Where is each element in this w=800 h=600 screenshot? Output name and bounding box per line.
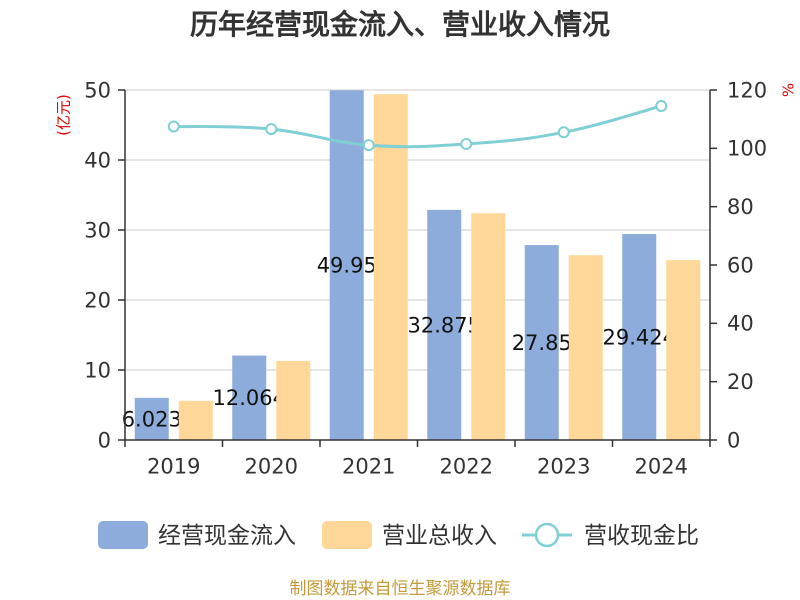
cash-inflow-bar-2019 <box>134 397 169 440</box>
legend-swatch-cash-inflow <box>98 521 148 549</box>
cash-revenue-ratio-point-2023 <box>557 126 570 139</box>
y-left-axis-name: (亿元) <box>54 94 72 136</box>
cash-inflow-bar-2020 <box>232 355 267 440</box>
y-right-tick-label: 0 <box>727 428 740 452</box>
y-left-tick-label: 20 <box>84 288 111 312</box>
revenue-bar-2021 <box>373 94 408 440</box>
revenue-bar-2024 <box>666 260 701 440</box>
y-right-tick-label: 20 <box>727 370 754 394</box>
cash-inflow-value-label-2021: 49.95 <box>317 254 377 278</box>
axes: 0 10 20 30 40 50 0 20 40 60 80 100 120 2019 2020 2021 20… <box>84 78 767 478</box>
y-right-tick-label: 100 <box>727 137 767 161</box>
y-left-tick-label: 0 <box>98 428 111 452</box>
cash-inflow-bar-2024 <box>622 234 657 440</box>
cash-inflow-bars <box>134 90 657 440</box>
legend-label-cash-inflow: 经营现金流入 <box>158 523 296 549</box>
plot-area: 6.023 12.064 49.95 32.875 27.85 29.424 0 10 20 30… <box>84 78 767 478</box>
cash-inflow-bar-2022 <box>427 209 462 440</box>
x-tick-label-2022: 2022 <box>440 454 493 478</box>
cash-revenue-ratio-point-2019 <box>167 120 180 133</box>
x-tick-label-2023: 2023 <box>537 454 590 478</box>
cash-revenue-ratio-point-2021 <box>362 139 375 152</box>
cash-inflow-value-label-2020: 12.064 <box>213 386 286 410</box>
cash-inflow-value-labels: 6.023 12.064 49.95 32.875 27.85 29.424 <box>122 254 676 432</box>
y-right-tick-label: 40 <box>727 312 754 336</box>
cash-inflow-bar-2023 <box>524 245 559 440</box>
legend-item-cash-inflow[interactable]: 经营现金流入 <box>98 521 296 549</box>
y-left-tick-label: 40 <box>84 148 111 172</box>
x-tick-label-2019: 2019 <box>147 454 200 478</box>
cash-inflow-value-label-2022: 32.875 <box>408 313 481 337</box>
legend-swatch-revenue <box>322 521 372 549</box>
y-right-axis-name: % <box>779 83 797 97</box>
chart-title: 历年经营现金流入、营业收入情况 <box>190 8 610 41</box>
cash-revenue-ratio-line <box>173 104 662 149</box>
cash-inflow-bar-2021 <box>329 90 364 440</box>
x-tick-label-2021: 2021 <box>342 454 395 478</box>
source-note: 制图数据来自恒生聚源数据库 <box>290 579 511 599</box>
cash-inflow-value-label-2024: 29.424 <box>603 325 676 349</box>
y-left-tick-label: 30 <box>84 218 111 242</box>
revenue-bar-2022 <box>471 213 506 440</box>
cash-revenue-ratio-points <box>167 100 668 152</box>
x-tick-label-2020: 2020 <box>245 454 298 478</box>
legend-label-cash-revenue-ratio: 营收现金比 <box>584 523 699 549</box>
cash-inflow-value-label-2023: 27.85 <box>512 331 572 355</box>
y-right-tick-label: 120 <box>727 78 767 102</box>
legend: 经营现金流入 营业总收入 营收现金比 <box>98 521 699 549</box>
y-right-tick-label: 80 <box>727 195 754 219</box>
cash-revenue-ratio-point-2022 <box>460 137 473 150</box>
revenue-bar-2019 <box>178 400 213 440</box>
x-tick-label-2024: 2024 <box>635 454 688 478</box>
cash-revenue-ratio-point-2020 <box>265 123 278 136</box>
revenue-bar-2020 <box>276 360 311 440</box>
legend-swatch-circle-icon <box>534 522 560 548</box>
y-left-tick-label: 50 <box>84 78 111 102</box>
y-right-tick-label: 60 <box>727 253 754 277</box>
y-left-tick-label: 10 <box>84 358 111 382</box>
cash-revenue-ratio-point-2024 <box>655 100 668 113</box>
cash-inflow-value-label-2019: 6.023 <box>122 407 182 431</box>
revenue-bars <box>178 94 701 440</box>
legend-item-revenue[interactable]: 营业总收入 <box>322 521 497 549</box>
legend-item-cash-revenue-ratio[interactable]: 营收现金比 <box>522 522 699 549</box>
revenue-bar-2023 <box>568 255 603 440</box>
legend-label-revenue: 营业总收入 <box>382 523 497 549</box>
